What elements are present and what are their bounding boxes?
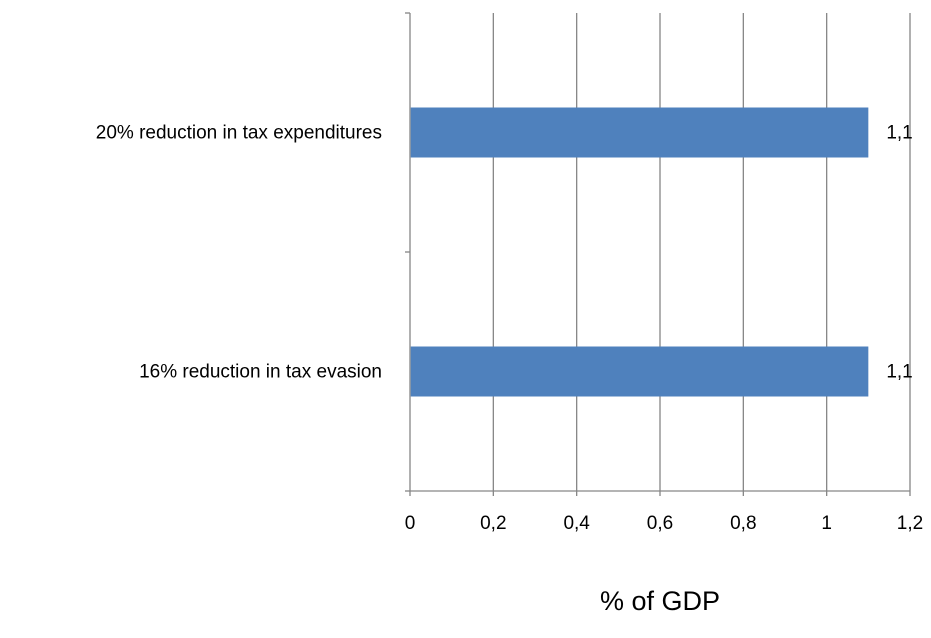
x-tick-label-3: 0,6 bbox=[647, 513, 673, 534]
bar-1 bbox=[410, 107, 869, 158]
x-tick-labels: 0 0,2 0,4 0,6 0,8 1 1,2 bbox=[405, 513, 924, 534]
bars bbox=[410, 107, 869, 397]
data-label-0: 1,1 bbox=[886, 362, 912, 383]
x-tick-label-2: 0,4 bbox=[563, 513, 590, 534]
gridlines bbox=[492, 13, 911, 491]
data-labels: 1,1 1,1 bbox=[886, 123, 912, 383]
category-label-0: 16% reduction in tax evasion bbox=[139, 362, 382, 383]
x-tick-label-0: 0 bbox=[405, 513, 416, 534]
bar-0 bbox=[410, 346, 869, 397]
axes bbox=[405, 12, 911, 496]
x-tick-label-4: 0,8 bbox=[730, 513, 756, 534]
x-axis-title: % of GDP bbox=[600, 586, 720, 616]
x-tick-label-5: 1 bbox=[821, 513, 832, 534]
category-labels: 16% reduction in tax evasion 20% reductio… bbox=[96, 123, 382, 383]
x-tick-label-6: 1,2 bbox=[897, 513, 923, 534]
x-tick-label-1: 0,2 bbox=[480, 513, 506, 534]
category-label-1: 20% reduction in tax expenditures bbox=[96, 123, 382, 144]
data-label-1: 1,1 bbox=[886, 123, 912, 144]
